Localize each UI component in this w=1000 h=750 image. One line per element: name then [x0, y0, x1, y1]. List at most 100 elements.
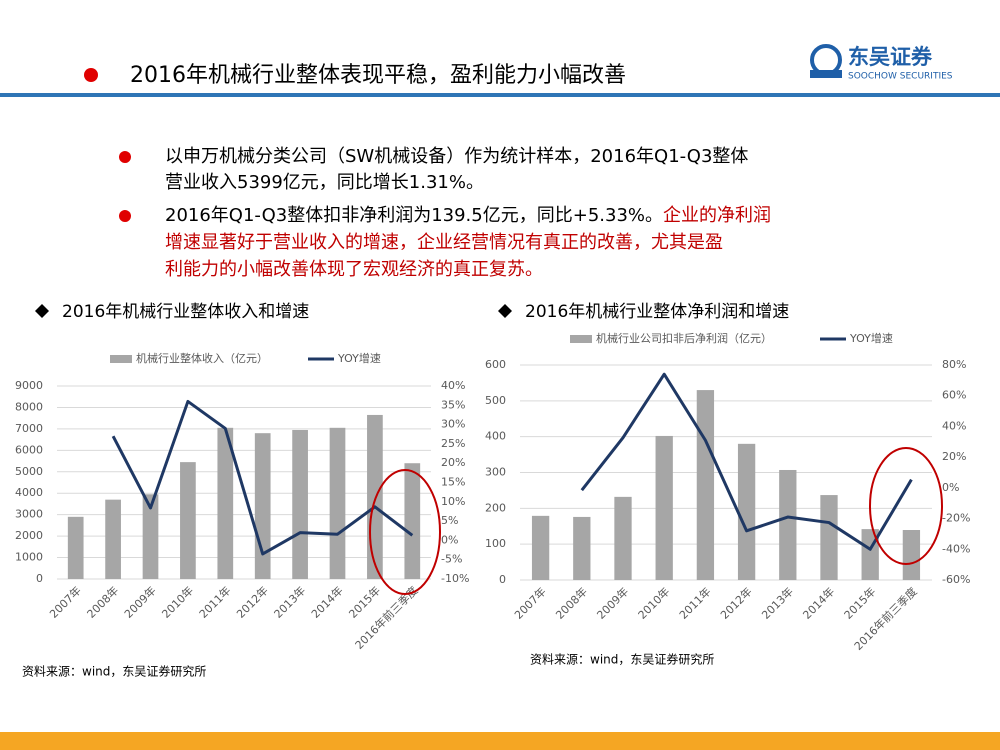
- y2-tick-label: 40%: [942, 419, 966, 432]
- x-tick-label: 2007年: [511, 584, 548, 621]
- text-run: 利能力的小幅改善体现了宏观经济的真正复苏。: [165, 259, 543, 280]
- legend-label: 机械行业公司扣非后净利润（亿元）: [596, 331, 772, 345]
- y-tick-label: 400: [485, 430, 506, 443]
- logo: 东吴证券 SOOCHOW SECURITIES: [810, 44, 953, 82]
- x-tick-label: 2007年: [46, 583, 83, 620]
- y-tick-label: 9000: [15, 379, 43, 392]
- y-tick-label: 0: [499, 573, 506, 586]
- x-tick-label: 2011年: [676, 584, 713, 621]
- logo-icon: [810, 70, 842, 78]
- x-tick-label: 2013年: [759, 584, 796, 621]
- y2-tick-label: -40%: [942, 542, 970, 555]
- y2-tick-label: 30%: [441, 418, 465, 431]
- x-tick-label: 2012年: [717, 584, 754, 621]
- chart-title: 2016年机械行业整体收入和增速: [62, 302, 309, 322]
- x-tick-label: 2008年: [553, 584, 590, 621]
- bullet-dot: [119, 151, 131, 163]
- y-tick-label: 3000: [15, 508, 43, 521]
- x-tick-label: 2014年: [308, 583, 345, 620]
- logo-text: 东吴证券: [848, 45, 933, 69]
- text-run: 2016年Q1-Q3整体扣非净利润为139.5亿元，同比+5.33%。: [165, 205, 663, 226]
- bar: [655, 435, 673, 580]
- y2-tick-label: 20%: [942, 450, 966, 463]
- x-tick-label: 2015年: [346, 583, 383, 620]
- x-tick-label: 2010年: [635, 584, 672, 621]
- y2-tick-label: 10%: [441, 495, 465, 508]
- x-tick-label: 2015年: [841, 584, 878, 621]
- bar: [737, 443, 756, 580]
- title-diamond: [498, 304, 512, 318]
- bullet-text: 营业收入5399亿元，同比增长1.31%。: [165, 172, 484, 193]
- highlight-ellipse: [369, 469, 441, 595]
- text-run: 企业的净利润: [663, 205, 771, 226]
- bar: [902, 530, 921, 580]
- bar: [105, 499, 121, 579]
- y-tick-label: 4000: [15, 486, 43, 499]
- y2-tick-label: 25%: [441, 437, 465, 450]
- y2-tick-label: -5%: [441, 553, 462, 566]
- logo-icon: [810, 44, 842, 76]
- y-tick-label: 2000: [15, 529, 43, 542]
- y2-tick-label: -20%: [942, 512, 970, 525]
- bar: [180, 462, 196, 579]
- line: [580, 372, 913, 551]
- chart-title: 2016年机械行业整体净利润和增速: [525, 302, 789, 322]
- bar: [614, 496, 632, 580]
- bullet-text: 以申万机械分类公司（SW机械设备）作为统计样本，2016年Q1-Q3整体: [165, 146, 748, 167]
- bar: [820, 495, 838, 580]
- y2-tick-label: 60%: [942, 389, 966, 402]
- logo-subtext: SOOCHOW SECURITIES: [848, 72, 953, 82]
- bar: [329, 427, 346, 579]
- bullet-text: 增速显著好于营业收入的增速，企业经营情况有真正的改善，尤其是盈: [165, 232, 723, 253]
- x-tick-label: 2009年: [594, 584, 631, 621]
- x-tick-label: 2012年: [233, 583, 270, 620]
- y2-tick-label: 80%: [942, 358, 966, 371]
- y2-tick-label: -60%: [942, 573, 970, 586]
- y-tick-label: 1000: [15, 551, 43, 564]
- y-tick-label: 100: [485, 537, 506, 550]
- highlight-ellipse: [869, 447, 943, 565]
- title-diamond: [35, 304, 49, 318]
- bar: [292, 429, 308, 579]
- y-tick-label: 5000: [15, 465, 43, 478]
- y2-tick-label: 35%: [441, 398, 465, 411]
- y2-tick-label: -10%: [441, 572, 469, 585]
- bar: [531, 515, 550, 580]
- x-tick-label: 2008年: [84, 583, 121, 620]
- source-note: 资料来源：wind，东吴证券研究所: [22, 664, 206, 679]
- footer-bar: [0, 732, 1000, 750]
- y2-tick-label: 20%: [441, 456, 465, 469]
- y-tick-label: 7000: [15, 422, 43, 435]
- bar: [367, 414, 383, 579]
- bar: [696, 390, 715, 580]
- bullet-text: 利能力的小幅改善体现了宏观经济的真正复苏。: [165, 259, 543, 280]
- y2-tick-label: 0%: [441, 533, 458, 546]
- y-tick-label: 6000: [15, 443, 43, 456]
- bar: [254, 433, 271, 579]
- y-tick-label: 8000: [15, 400, 43, 413]
- legend-label: 机械行业整体收入（亿元）: [136, 351, 268, 365]
- line: [111, 399, 414, 556]
- y-tick-label: 200: [485, 501, 506, 514]
- source-note: 资料来源：wind，东吴证券研究所: [530, 652, 714, 667]
- legend-swatch: [570, 335, 592, 343]
- bar: [67, 516, 84, 579]
- x-tick-label: 2011年: [196, 583, 233, 620]
- x-tick-label: 2010年: [159, 583, 196, 620]
- y-tick-label: 0: [36, 572, 43, 585]
- bar: [142, 494, 159, 579]
- header-rule: [0, 93, 1000, 97]
- text-run: 增速显著好于营业收入的增速，企业经营情况有真正的改善，尤其是盈: [165, 232, 723, 253]
- bullet-text: 2016年Q1-Q3整体扣非净利润为139.5亿元，同比+5.33%。企业的净利…: [165, 205, 771, 226]
- legend-label: YOY增速: [849, 331, 893, 345]
- bar: [217, 427, 234, 579]
- y2-tick-label: 0%: [942, 481, 959, 494]
- x-tick-label: 2014年: [800, 584, 837, 621]
- text-run: 营业收入5399亿元，同比增长1.31%。: [165, 172, 484, 193]
- header-bullet: [84, 68, 98, 82]
- text-run: 以申万机械分类公司（SW机械设备）作为统计样本，2016年Q1-Q3整体: [165, 146, 748, 167]
- x-tick-label: 2009年: [121, 583, 158, 620]
- y-tick-label: 600: [485, 358, 506, 371]
